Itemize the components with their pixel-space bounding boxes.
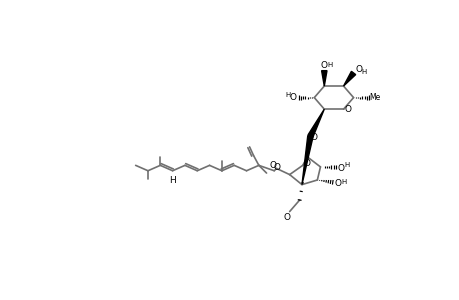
Text: O: O — [289, 93, 297, 102]
Text: O: O — [320, 61, 327, 70]
Text: Me: Me — [369, 93, 380, 102]
Text: O: O — [344, 105, 351, 114]
Polygon shape — [343, 71, 355, 86]
Text: H: H — [285, 92, 290, 98]
Text: O: O — [282, 213, 290, 222]
Text: O: O — [355, 64, 362, 74]
Text: O: O — [269, 161, 275, 170]
Text: H: H — [340, 178, 346, 184]
Text: H: H — [326, 62, 331, 68]
Text: O: O — [334, 179, 341, 188]
Text: O: O — [337, 164, 344, 173]
Text: O: O — [309, 133, 316, 142]
Text: H: H — [169, 176, 176, 185]
Text: H: H — [361, 69, 366, 75]
Polygon shape — [321, 70, 326, 86]
Text: O: O — [302, 158, 309, 167]
Text: O: O — [273, 163, 280, 172]
Polygon shape — [308, 109, 324, 137]
Polygon shape — [301, 136, 313, 184]
Text: H: H — [343, 162, 348, 168]
